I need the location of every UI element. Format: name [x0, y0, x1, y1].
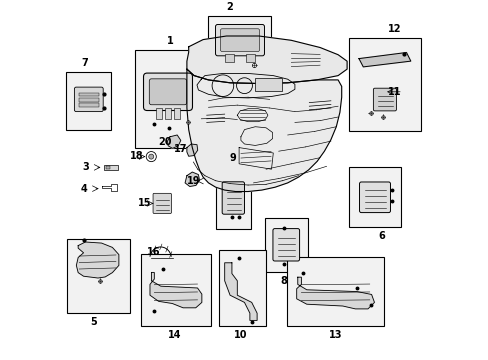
- FancyBboxPatch shape: [220, 29, 259, 51]
- Bar: [105, 166, 110, 169]
- FancyBboxPatch shape: [143, 73, 192, 111]
- Polygon shape: [186, 144, 197, 156]
- Bar: [66, 72, 111, 130]
- Bar: [79, 103, 99, 107]
- Text: 14: 14: [167, 330, 181, 340]
- Bar: [246, 54, 255, 62]
- Bar: [79, 98, 99, 102]
- FancyBboxPatch shape: [149, 79, 186, 105]
- Bar: [219, 250, 265, 326]
- Text: 17: 17: [174, 144, 187, 154]
- Text: 4: 4: [81, 184, 87, 194]
- Polygon shape: [185, 172, 199, 186]
- FancyBboxPatch shape: [74, 87, 103, 112]
- Polygon shape: [76, 242, 119, 278]
- Text: 2: 2: [225, 2, 232, 12]
- Bar: [264, 218, 307, 272]
- Polygon shape: [296, 277, 374, 309]
- Text: 1: 1: [167, 36, 174, 46]
- Polygon shape: [358, 53, 410, 67]
- Bar: [208, 16, 271, 83]
- Bar: [79, 93, 99, 96]
- Bar: [165, 108, 170, 119]
- Text: 11: 11: [386, 87, 400, 97]
- Text: 13: 13: [328, 330, 341, 340]
- Text: 19: 19: [186, 176, 200, 186]
- FancyBboxPatch shape: [359, 182, 390, 212]
- Bar: [348, 167, 400, 227]
- Bar: [156, 108, 162, 119]
- FancyBboxPatch shape: [222, 182, 244, 214]
- Text: 15: 15: [138, 198, 151, 208]
- Text: 20: 20: [158, 137, 171, 147]
- Bar: [134, 50, 201, 148]
- Polygon shape: [224, 263, 257, 320]
- Bar: [224, 54, 233, 62]
- Text: 12: 12: [387, 24, 401, 34]
- Circle shape: [148, 154, 153, 159]
- Bar: [215, 167, 250, 229]
- Text: 16: 16: [147, 247, 160, 257]
- Polygon shape: [150, 273, 202, 308]
- Bar: [286, 257, 384, 326]
- Bar: [67, 239, 130, 313]
- Text: 9: 9: [229, 153, 236, 163]
- Bar: [255, 78, 282, 91]
- FancyBboxPatch shape: [215, 24, 264, 56]
- Text: 8: 8: [279, 276, 286, 286]
- Bar: [348, 38, 420, 131]
- Bar: [141, 254, 211, 326]
- Text: 6: 6: [378, 231, 385, 241]
- FancyBboxPatch shape: [153, 193, 171, 213]
- Bar: [174, 108, 180, 119]
- Text: 18: 18: [129, 150, 143, 161]
- Text: 3: 3: [82, 162, 89, 172]
- Polygon shape: [186, 69, 341, 192]
- Text: 10: 10: [234, 330, 247, 340]
- FancyBboxPatch shape: [272, 229, 299, 261]
- Text: 5: 5: [90, 317, 97, 327]
- Polygon shape: [167, 135, 181, 148]
- FancyBboxPatch shape: [373, 88, 396, 111]
- Polygon shape: [186, 36, 346, 84]
- Bar: [104, 165, 118, 170]
- Text: 7: 7: [81, 58, 87, 68]
